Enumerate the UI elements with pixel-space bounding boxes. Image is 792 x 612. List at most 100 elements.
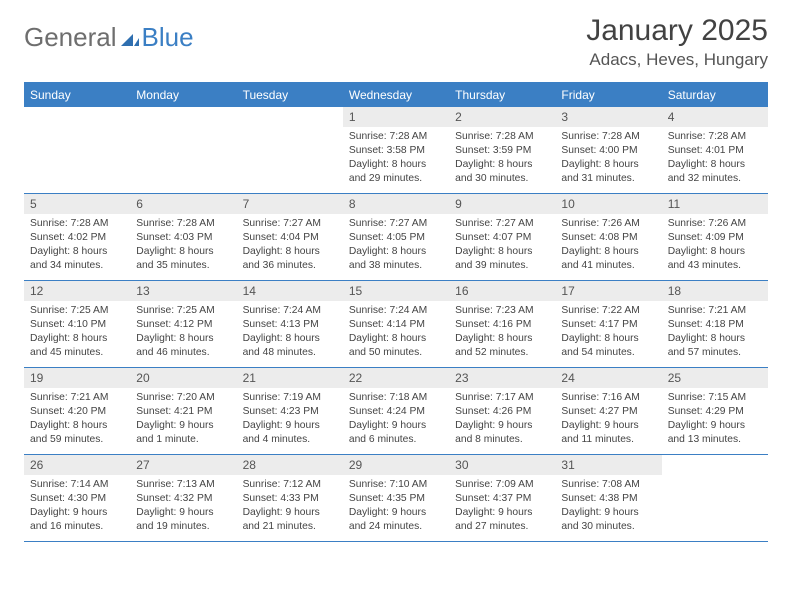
daylight-line: Daylight: 8 hours and 45 minutes. [30,332,124,360]
sunset-line: Sunset: 4:13 PM [243,318,337,332]
day-cell: 27Sunrise: 7:13 AMSunset: 4:32 PMDayligh… [130,455,236,541]
day-cell: 24Sunrise: 7:16 AMSunset: 4:27 PMDayligh… [555,368,661,454]
day-number: 11 [662,194,768,214]
weekday-header: Tuesday [237,84,343,107]
day-number: 30 [449,455,555,475]
day-number: 2 [449,107,555,127]
day-cell: 1Sunrise: 7:28 AMSunset: 3:58 PMDaylight… [343,107,449,193]
sunset-line: Sunset: 4:17 PM [561,318,655,332]
logo-sail-icon [121,32,139,46]
sunset-line: Sunset: 4:01 PM [668,144,762,158]
daylight-line: Daylight: 9 hours and 19 minutes. [136,506,230,534]
week-row: 26Sunrise: 7:14 AMSunset: 4:30 PMDayligh… [24,455,768,542]
day-cell: 18Sunrise: 7:21 AMSunset: 4:18 PMDayligh… [662,281,768,367]
day-body: Sunrise: 7:23 AMSunset: 4:16 PMDaylight:… [449,301,555,364]
calendar: Sunday Monday Tuesday Wednesday Thursday… [24,82,768,542]
daylight-line: Daylight: 8 hours and 34 minutes. [30,245,124,273]
sunrise-line: Sunrise: 7:26 AM [561,217,655,231]
day-number: 18 [662,281,768,301]
day-number: 20 [130,368,236,388]
sunset-line: Sunset: 3:58 PM [349,144,443,158]
sunrise-line: Sunrise: 7:24 AM [243,304,337,318]
day-body: Sunrise: 7:27 AMSunset: 4:05 PMDaylight:… [343,214,449,277]
day-number: 25 [662,368,768,388]
day-body: Sunrise: 7:20 AMSunset: 4:21 PMDaylight:… [130,388,236,451]
day-body: Sunrise: 7:14 AMSunset: 4:30 PMDaylight:… [24,475,130,538]
day-body: Sunrise: 7:27 AMSunset: 4:04 PMDaylight:… [237,214,343,277]
day-number: 5 [24,194,130,214]
day-cell: 23Sunrise: 7:17 AMSunset: 4:26 PMDayligh… [449,368,555,454]
week-row: 5Sunrise: 7:28 AMSunset: 4:02 PMDaylight… [24,194,768,281]
day-cell: 4Sunrise: 7:28 AMSunset: 4:01 PMDaylight… [662,107,768,193]
sunrise-line: Sunrise: 7:27 AM [455,217,549,231]
sunset-line: Sunset: 4:30 PM [30,492,124,506]
day-cell: 30Sunrise: 7:09 AMSunset: 4:37 PMDayligh… [449,455,555,541]
logo-text-2: Blue [142,22,194,53]
day-body: Sunrise: 7:25 AMSunset: 4:12 PMDaylight:… [130,301,236,364]
sunset-line: Sunset: 4:32 PM [136,492,230,506]
day-body: Sunrise: 7:21 AMSunset: 4:18 PMDaylight:… [662,301,768,364]
day-number: 9 [449,194,555,214]
day-cell: 14Sunrise: 7:24 AMSunset: 4:13 PMDayligh… [237,281,343,367]
daylight-line: Daylight: 8 hours and 36 minutes. [243,245,337,273]
daylight-line: Daylight: 8 hours and 38 minutes. [349,245,443,273]
day-cell: 15Sunrise: 7:24 AMSunset: 4:14 PMDayligh… [343,281,449,367]
day-cell: 5Sunrise: 7:28 AMSunset: 4:02 PMDaylight… [24,194,130,280]
sunrise-line: Sunrise: 7:08 AM [561,478,655,492]
week-row: 19Sunrise: 7:21 AMSunset: 4:20 PMDayligh… [24,368,768,455]
sunset-line: Sunset: 4:35 PM [349,492,443,506]
day-body: Sunrise: 7:28 AMSunset: 4:00 PMDaylight:… [555,127,661,190]
sunrise-line: Sunrise: 7:27 AM [243,217,337,231]
sunset-line: Sunset: 4:20 PM [30,405,124,419]
day-cell: 29Sunrise: 7:10 AMSunset: 4:35 PMDayligh… [343,455,449,541]
day-body: Sunrise: 7:24 AMSunset: 4:14 PMDaylight:… [343,301,449,364]
sunrise-line: Sunrise: 7:26 AM [668,217,762,231]
day-number: 16 [449,281,555,301]
day-cell: 22Sunrise: 7:18 AMSunset: 4:24 PMDayligh… [343,368,449,454]
daylight-line: Daylight: 9 hours and 13 minutes. [668,419,762,447]
sunrise-line: Sunrise: 7:10 AM [349,478,443,492]
sunset-line: Sunset: 4:16 PM [455,318,549,332]
sunset-line: Sunset: 4:21 PM [136,405,230,419]
day-number: 27 [130,455,236,475]
daylight-line: Daylight: 8 hours and 57 minutes. [668,332,762,360]
sunrise-line: Sunrise: 7:21 AM [668,304,762,318]
day-number: 8 [343,194,449,214]
day-body: Sunrise: 7:10 AMSunset: 4:35 PMDaylight:… [343,475,449,538]
weekday-header-row: Sunday Monday Tuesday Wednesday Thursday… [24,84,768,107]
day-cell [237,107,343,193]
daylight-line: Daylight: 8 hours and 29 minutes. [349,158,443,186]
day-number: 22 [343,368,449,388]
day-body: Sunrise: 7:27 AMSunset: 4:07 PMDaylight:… [449,214,555,277]
daylight-line: Daylight: 8 hours and 52 minutes. [455,332,549,360]
day-body: Sunrise: 7:16 AMSunset: 4:27 PMDaylight:… [555,388,661,451]
day-number: 31 [555,455,661,475]
sunrise-line: Sunrise: 7:25 AM [136,304,230,318]
day-cell: 20Sunrise: 7:20 AMSunset: 4:21 PMDayligh… [130,368,236,454]
day-cell: 7Sunrise: 7:27 AMSunset: 4:04 PMDaylight… [237,194,343,280]
weekday-header: Monday [130,84,236,107]
sunset-line: Sunset: 4:24 PM [349,405,443,419]
daylight-line: Daylight: 9 hours and 30 minutes. [561,506,655,534]
weekday-header: Thursday [449,84,555,107]
sunset-line: Sunset: 4:02 PM [30,231,124,245]
day-body: Sunrise: 7:26 AMSunset: 4:09 PMDaylight:… [662,214,768,277]
week-row: 1Sunrise: 7:28 AMSunset: 3:58 PMDaylight… [24,107,768,194]
sunrise-line: Sunrise: 7:14 AM [30,478,124,492]
daylight-line: Daylight: 8 hours and 31 minutes. [561,158,655,186]
sunrise-line: Sunrise: 7:22 AM [561,304,655,318]
sunrise-line: Sunrise: 7:25 AM [30,304,124,318]
day-body: Sunrise: 7:28 AMSunset: 3:59 PMDaylight:… [449,127,555,190]
sunrise-line: Sunrise: 7:28 AM [136,217,230,231]
day-cell [24,107,130,193]
day-cell: 13Sunrise: 7:25 AMSunset: 4:12 PMDayligh… [130,281,236,367]
day-body: Sunrise: 7:24 AMSunset: 4:13 PMDaylight:… [237,301,343,364]
day-cell: 3Sunrise: 7:28 AMSunset: 4:00 PMDaylight… [555,107,661,193]
day-cell [662,455,768,541]
day-body: Sunrise: 7:25 AMSunset: 4:10 PMDaylight:… [24,301,130,364]
daylight-line: Daylight: 8 hours and 59 minutes. [30,419,124,447]
day-body: Sunrise: 7:21 AMSunset: 4:20 PMDaylight:… [24,388,130,451]
sunrise-line: Sunrise: 7:16 AM [561,391,655,405]
sunrise-line: Sunrise: 7:21 AM [30,391,124,405]
daylight-line: Daylight: 9 hours and 6 minutes. [349,419,443,447]
